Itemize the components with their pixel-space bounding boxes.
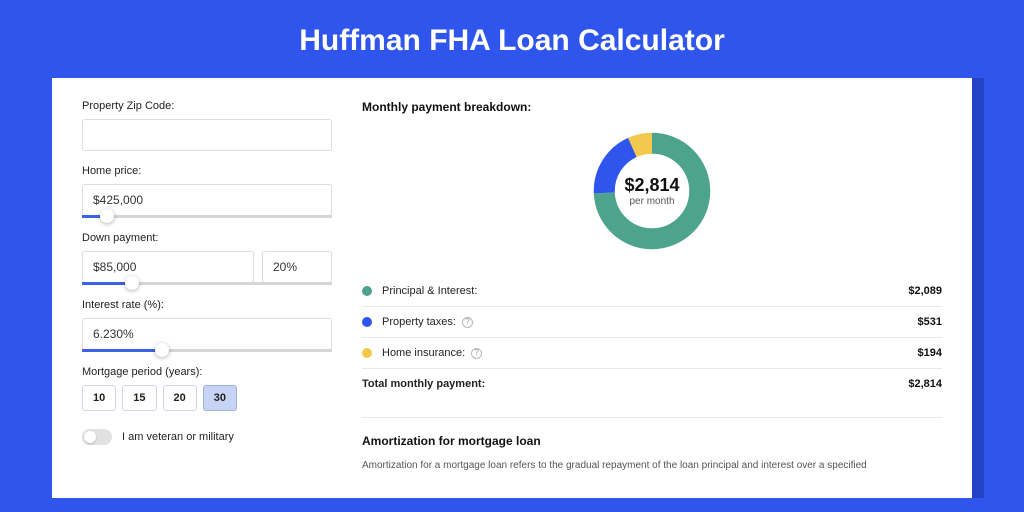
breakdown-label: Property taxes:? — [382, 316, 918, 328]
donut-sub: per month — [629, 196, 674, 207]
swatch-icon — [362, 286, 372, 296]
info-icon[interactable]: ? — [462, 317, 473, 328]
rate-slider-fill — [82, 349, 162, 352]
down-payment-percent-input[interactable] — [262, 251, 332, 283]
period-option-30[interactable]: 30 — [203, 385, 237, 411]
zip-field: Property Zip Code: — [82, 100, 332, 151]
rate-slider[interactable] — [82, 349, 332, 352]
amortization-heading: Amortization for mortgage loan — [362, 417, 942, 448]
breakdown-row: Home insurance:?$194 — [362, 337, 942, 368]
period-option-10[interactable]: 10 — [82, 385, 116, 411]
period-label: Mortgage period (years): — [82, 366, 332, 378]
veteran-toggle[interactable] — [82, 429, 112, 445]
breakdown-heading: Monthly payment breakdown: — [362, 100, 942, 114]
breakdown-value: $2,089 — [908, 285, 942, 297]
breakdown-label: Home insurance:? — [382, 347, 918, 359]
veteran-label: I am veteran or military — [122, 431, 234, 443]
down-payment-field: Down payment: — [82, 232, 332, 285]
results-column: Monthly payment breakdown: $2,814 per mo… — [362, 100, 942, 498]
donut-chart: $2,814 per month — [589, 128, 715, 254]
toggle-knob — [84, 431, 96, 443]
down-payment-amount-input[interactable] — [82, 251, 254, 283]
rate-input[interactable] — [82, 318, 332, 350]
breakdown-row: Property taxes:?$531 — [362, 306, 942, 337]
period-field: Mortgage period (years): 1015 2030 — [82, 366, 332, 411]
period-option-20[interactable]: 20 — [163, 385, 197, 411]
price-slider-thumb[interactable] — [100, 209, 114, 223]
down-payment-slider[interactable] — [82, 282, 332, 285]
zip-label: Property Zip Code: — [82, 100, 332, 112]
page-title: Huffman FHA Loan Calculator — [0, 0, 1024, 78]
rate-label: Interest rate (%): — [82, 299, 332, 311]
price-field: Home price: — [82, 165, 332, 218]
veteran-field: I am veteran or military — [82, 429, 332, 445]
form-column: Property Zip Code: Home price: Down paym… — [82, 100, 332, 498]
breakdown-value: $531 — [918, 316, 942, 328]
period-options: 1015 2030 — [82, 385, 332, 411]
breakdown-value: $194 — [918, 347, 942, 359]
total-label: Total monthly payment: — [362, 378, 908, 390]
rate-slider-thumb[interactable] — [155, 343, 169, 357]
total-value: $2,814 — [908, 378, 942, 390]
price-slider[interactable] — [82, 215, 332, 218]
breakdown-rows: Principal & Interest:$2,089Property taxe… — [362, 276, 942, 368]
total-row: Total monthly payment: $2,814 — [362, 368, 942, 399]
calculator-panel: Property Zip Code: Home price: Down paym… — [52, 78, 972, 498]
swatch-icon — [362, 317, 372, 327]
donut-center: $2,814 per month — [589, 128, 715, 254]
breakdown-row: Principal & Interest:$2,089 — [362, 276, 942, 306]
down-payment-label: Down payment: — [82, 232, 332, 244]
rate-field: Interest rate (%): — [82, 299, 332, 352]
breakdown-label: Principal & Interest: — [382, 285, 908, 297]
price-label: Home price: — [82, 165, 332, 177]
info-icon[interactable]: ? — [471, 348, 482, 359]
donut-chart-wrap: $2,814 per month — [362, 128, 942, 254]
down-payment-slider-thumb[interactable] — [125, 276, 139, 290]
period-option-15[interactable]: 15 — [122, 385, 156, 411]
price-input[interactable] — [82, 184, 332, 216]
donut-amount: $2,814 — [624, 175, 679, 196]
amortization-text: Amortization for a mortgage loan refers … — [362, 458, 942, 473]
zip-input[interactable] — [82, 119, 332, 151]
swatch-icon — [362, 348, 372, 358]
